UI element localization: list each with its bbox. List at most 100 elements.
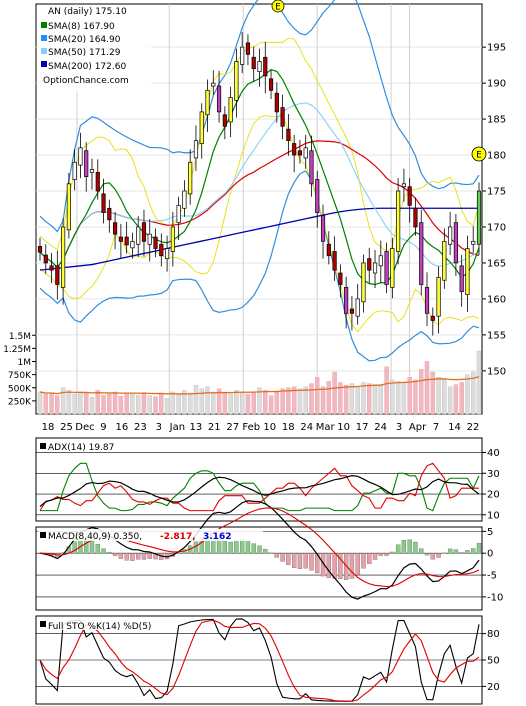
candle-body: [188, 161, 193, 195]
candle-body: [55, 265, 60, 285]
panel-tick-label: 20: [487, 682, 500, 693]
macd-histogram-bar: [141, 553, 147, 560]
macd-histogram-bar: [430, 553, 435, 560]
candle-body: [372, 262, 378, 274]
macd-histogram-bar: [419, 548, 424, 554]
candle-body: [390, 248, 395, 288]
stochastic-k-line: [39, 618, 480, 702]
candle-body: [136, 226, 141, 245]
macd-histogram-bar: [315, 553, 320, 574]
price-tick-label: 190: [487, 79, 506, 90]
candle-body: [349, 308, 355, 314]
candle-body: [141, 222, 147, 242]
macd-histogram-bar: [291, 553, 297, 568]
candle-body: [407, 186, 412, 206]
volume-bar: [413, 379, 418, 415]
panel-tick-label: -5: [487, 571, 497, 582]
candle-body: [257, 61, 262, 72]
macd-histogram-bar: [251, 543, 256, 554]
macd-histogram-bar: [407, 539, 412, 554]
short-band-lower: [39, 115, 480, 333]
panel-tick-label: 0: [487, 549, 493, 560]
adx-y-axis: 10 20 30 40: [482, 448, 500, 521]
volume-bar: [390, 379, 395, 415]
candle-body: [118, 236, 123, 242]
volume-bar: [251, 391, 256, 415]
candle-body: [251, 56, 256, 70]
candle-body: [222, 114, 227, 127]
x-tick-label: 24: [374, 422, 387, 433]
price-y-axis: 150 155 160 165 170 175 180 185 190 195: [482, 43, 506, 377]
volume-bar: [95, 390, 100, 415]
macd-histogram-bar: [286, 553, 291, 565]
macd-histogram-bar: [124, 553, 129, 561]
x-tick-label: 25: [60, 422, 73, 433]
volume-bar: [471, 371, 476, 415]
volume-bar: [430, 371, 436, 415]
candle-body: [107, 207, 112, 221]
volume-bar: [291, 386, 297, 415]
panel-tick-label: 5: [487, 527, 493, 538]
macd-histogram-bar: [471, 548, 476, 554]
macd-histogram-bar: [355, 553, 360, 576]
macd-histogram-bar: [447, 548, 453, 554]
volume-bar: [407, 377, 412, 415]
candle-body: [274, 92, 279, 113]
macd-histogram-bar: [222, 540, 228, 554]
candle-body: [124, 236, 129, 246]
volume-bar: [326, 381, 332, 415]
panel-tick-label: 50: [487, 656, 500, 667]
macd-histogram-bar: [332, 553, 337, 579]
macd-histogram-bar: [424, 553, 430, 556]
volume-bar: [419, 369, 424, 415]
panel-tick-label: 30: [487, 469, 500, 480]
candle-body: [430, 315, 435, 321]
macd-histogram-bar: [367, 553, 372, 564]
macd-histogram-bar: [60, 552, 66, 554]
legend-sma20: SMA(20) 164.90: [48, 35, 121, 45]
x-tick-label: 10: [337, 422, 350, 433]
macd-signal-value: -2.817,: [160, 532, 196, 542]
macd-histogram-bar: [465, 550, 470, 554]
macd-histogram-bar: [153, 553, 158, 560]
macd-histogram-bar: [361, 553, 366, 569]
candle-body: [361, 262, 366, 303]
candle-body: [182, 190, 187, 209]
macd-histogram-bar: [459, 552, 464, 554]
volume-bar: [465, 374, 470, 415]
panel-tick-label: 10: [487, 510, 500, 521]
x-tick-label: 17: [356, 422, 369, 433]
volume-bar: [297, 388, 303, 415]
volume-bar: [176, 393, 181, 415]
candle-body: [66, 183, 71, 231]
volume-bar: [274, 391, 280, 415]
macd-histogram-bar: [320, 553, 326, 577]
volume-bar: [361, 382, 366, 415]
price-legend: AN (daily) 175.10 SMA(8) 167.90 SMA(20) …: [41, 7, 129, 86]
volume-bar: [159, 392, 164, 415]
candlesticks: [37, 32, 482, 336]
macd-histogram-bar: [234, 540, 239, 554]
volume-bar: [78, 391, 83, 415]
candle-body: [355, 298, 360, 317]
candle-body: [84, 150, 89, 177]
macd-histogram-bar: [118, 553, 124, 559]
macd-label: MACD(8,40,9) 0.350,: [48, 532, 142, 542]
volume-bar: [476, 350, 482, 415]
candle-body: [320, 215, 326, 242]
volume-bar: [66, 390, 72, 415]
volume-bar: [205, 386, 210, 415]
volume-bar: [55, 395, 60, 415]
earnings-marker-label: E: [275, 3, 281, 13]
candle-body: [303, 147, 308, 159]
adx-line: [39, 475, 480, 507]
candle-body: [453, 222, 458, 264]
volume-bar: [349, 383, 355, 415]
adx-lines: [39, 462, 480, 512]
macd-histogram-bar: [442, 552, 447, 554]
panel-tick-label: -10: [487, 592, 503, 603]
volume-bar: [338, 382, 343, 415]
volume-bar: [187, 392, 193, 415]
volume-bar: [222, 392, 228, 415]
volume-tick-label: 1.25M: [3, 345, 31, 355]
